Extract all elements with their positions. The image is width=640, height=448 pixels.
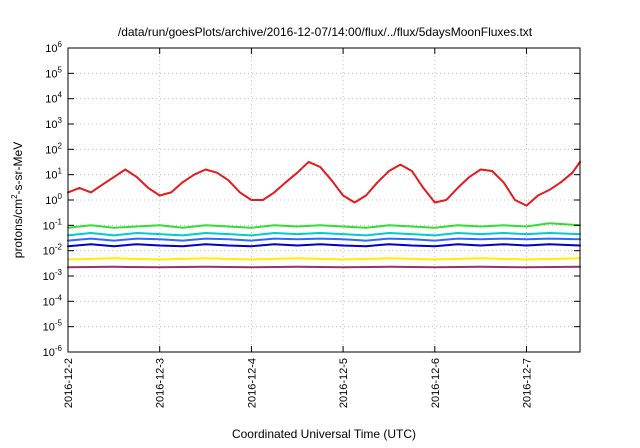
y-tick-label: 100 <box>45 192 62 207</box>
y-tick-label: 104 <box>45 91 62 106</box>
x-tick-label: 2016-12-6 <box>430 358 442 408</box>
y-axis-ticks: 10-6 10-5 10-4 10-3 10-2 10-1 100 101 102 103 104 1… <box>43 40 580 359</box>
y-tick-label: 10-4 <box>43 293 63 308</box>
series-layer <box>67 160 581 269</box>
x-axis-label: Coordinated Universal Time (UTC) <box>232 427 416 441</box>
series-line-2 <box>67 222 581 229</box>
x-tick-label: 2016-12-5 <box>338 358 350 408</box>
x-axis-ticks: 2016-12-2 2016-12-3 2016-12-4 2016-12-5 2016… <box>63 48 534 408</box>
series-line-7 <box>67 265 581 269</box>
series-line-6 <box>67 257 581 261</box>
x-tick-label: 2016-12-7 <box>522 358 534 408</box>
chart-title: /data/run/goesPlots/archive/2016-12-07/1… <box>118 25 533 39</box>
grid-lines <box>68 47 580 353</box>
y-tick-label: 10-3 <box>43 268 63 283</box>
y-tick-label: 106 <box>45 40 62 55</box>
series-line-5 <box>67 243 581 248</box>
y-tick-label: 10-5 <box>43 319 63 334</box>
y-tick-label: 103 <box>45 116 62 131</box>
y-axis-label: protons/cm2-s-sr-MeV <box>10 142 25 258</box>
series-line-3 <box>67 232 581 237</box>
y-tick-label: 105 <box>45 65 62 80</box>
series-line-4 <box>67 237 581 242</box>
y-tick-label: 10-6 <box>43 344 63 359</box>
series-line-1 <box>67 160 581 207</box>
x-tick-label: 2016-12-2 <box>63 358 75 408</box>
y-tick-label: 101 <box>45 167 62 182</box>
y-tick-label: 102 <box>45 141 62 156</box>
y-tick-label: 10-1 <box>43 217 63 232</box>
x-tick-label: 2016-12-4 <box>246 358 258 408</box>
x-tick-label: 2016-12-3 <box>155 358 167 408</box>
y-tick-label: 10-2 <box>43 243 63 258</box>
